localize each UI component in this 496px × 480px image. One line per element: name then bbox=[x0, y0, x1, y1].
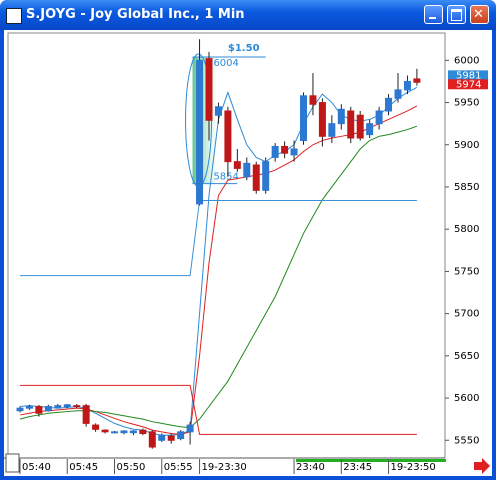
minimize-button[interactable] bbox=[424, 5, 443, 24]
chart-area: 6000 5950 5900 5850 5800 5750 5700 5650 5600 5550… bbox=[4, 30, 492, 476]
candle-body bbox=[403, 80, 411, 91]
candle-body bbox=[16, 407, 24, 412]
candle-body bbox=[356, 114, 364, 139]
candle-body bbox=[252, 164, 260, 191]
y-tick-label: 5750 bbox=[454, 266, 479, 277]
candle-body bbox=[214, 106, 222, 116]
candle-body bbox=[281, 145, 289, 154]
candle-body bbox=[129, 430, 137, 434]
candle-body bbox=[44, 405, 52, 412]
candle-body bbox=[375, 110, 383, 125]
candle-body bbox=[205, 58, 213, 121]
line bbox=[20, 199, 417, 277]
y-tick-label: 5600 bbox=[454, 393, 479, 404]
x-tick-label: 05:40 bbox=[22, 462, 51, 473]
candle-body bbox=[347, 110, 355, 139]
candle-body bbox=[167, 435, 175, 441]
price-tag-label: 5974 bbox=[456, 79, 481, 90]
maximize-button[interactable] bbox=[447, 5, 466, 24]
candle-body bbox=[177, 431, 185, 440]
price-tag bbox=[448, 79, 488, 90]
candle-body bbox=[271, 145, 279, 158]
x-tick-label: 23:45 bbox=[343, 462, 372, 473]
candle-body bbox=[63, 404, 71, 407]
time-axis bbox=[4, 458, 492, 476]
candle-body bbox=[25, 405, 33, 409]
candle-body bbox=[366, 123, 374, 136]
candle-body bbox=[196, 59, 204, 205]
line bbox=[20, 384, 417, 435]
candle-body bbox=[148, 431, 156, 448]
measure-high-label: 6004 bbox=[213, 58, 238, 69]
scroll-arrow[interactable] bbox=[474, 458, 490, 474]
session-bar bbox=[296, 459, 446, 462]
price-tag-label: 5981 bbox=[456, 70, 481, 81]
candle-body bbox=[224, 110, 232, 163]
y-tick-label: 6000 bbox=[454, 55, 479, 66]
candle-body bbox=[290, 148, 298, 156]
x-tick-label: 23:40 bbox=[296, 462, 325, 473]
scroll-box[interactable] bbox=[5, 453, 20, 473]
close-button[interactable]: ✕ bbox=[470, 5, 489, 24]
candle-body bbox=[120, 430, 128, 434]
candle-body bbox=[101, 429, 109, 433]
candle-body bbox=[92, 424, 100, 430]
measure-label: $1.50 bbox=[228, 43, 260, 54]
candle-body bbox=[243, 162, 251, 178]
candle-body bbox=[73, 405, 81, 408]
candle-body bbox=[309, 95, 317, 105]
x-tick-label: 05:55 bbox=[164, 462, 193, 473]
candle-body bbox=[54, 405, 62, 408]
x-tick-label: 19-23:30 bbox=[202, 462, 247, 473]
x-tick-label: 05:45 bbox=[69, 462, 98, 473]
candle-body bbox=[394, 89, 402, 99]
candle-body bbox=[337, 108, 345, 125]
candle-body bbox=[328, 123, 336, 137]
candle-body bbox=[82, 405, 90, 424]
candle-body bbox=[35, 405, 43, 414]
title-bar: S.JOYG - Joy Global Inc., 1 Min ✕ bbox=[0, 0, 496, 30]
window-icon bbox=[6, 8, 22, 24]
candle-body bbox=[111, 431, 118, 434]
y-tick-label: 5900 bbox=[454, 140, 479, 151]
candle-body bbox=[186, 424, 194, 433]
window-title: S.JOYG - Joy Global Inc., 1 Min bbox=[26, 7, 245, 22]
plot-frame bbox=[7, 32, 446, 459]
measure-low-label: 5854 bbox=[213, 172, 238, 183]
candle-body bbox=[139, 429, 147, 435]
candle-body bbox=[300, 95, 307, 142]
x-tick-label: 19-23:50 bbox=[391, 462, 436, 473]
y-tick-label: 5950 bbox=[454, 98, 479, 109]
y-tick-label: 5850 bbox=[454, 182, 479, 193]
candle-body bbox=[318, 102, 326, 137]
candle-body bbox=[262, 161, 270, 191]
y-tick-label: 5700 bbox=[454, 309, 479, 320]
candle-body bbox=[158, 434, 166, 441]
y-tick-label: 5800 bbox=[454, 224, 479, 235]
y-tick-label: 5650 bbox=[454, 351, 479, 362]
candle-body bbox=[413, 78, 421, 83]
chart: 6000 5950 5900 5850 5800 5750 5700 5650 5600 5550… bbox=[4, 32, 492, 476]
x-tick-label: 05:50 bbox=[117, 462, 146, 473]
candle-body bbox=[233, 161, 241, 169]
candle-body bbox=[385, 97, 393, 112]
y-tick-label: 5550 bbox=[454, 435, 479, 446]
price-tag bbox=[448, 70, 488, 81]
